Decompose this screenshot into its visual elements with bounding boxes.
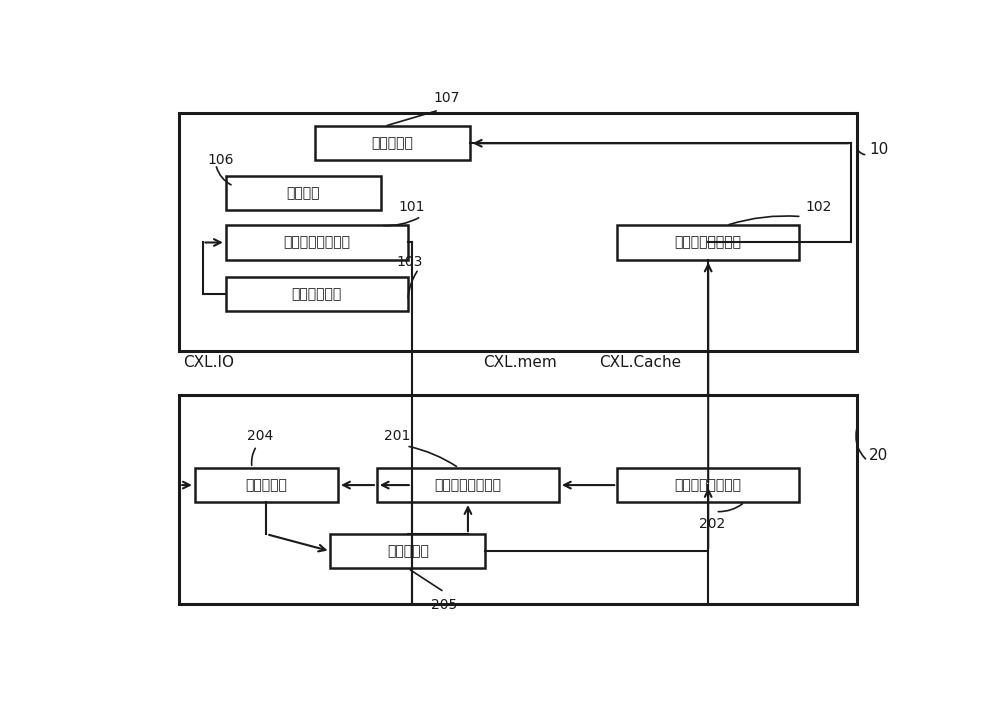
Text: 202: 202: [699, 517, 725, 531]
Text: 指令获取模块: 指令获取模块: [292, 287, 342, 301]
Bar: [617, 226, 799, 260]
Bar: [226, 276, 408, 311]
Text: 205: 205: [431, 598, 457, 611]
Text: 101: 101: [398, 200, 425, 214]
Text: 第二数据共享内存: 第二数据共享内存: [675, 478, 742, 492]
Text: CXL.Cache: CXL.Cache: [599, 355, 681, 370]
Text: 第一处理器: 第一处理器: [387, 544, 429, 558]
Bar: [617, 468, 799, 502]
Text: 固有内存: 固有内存: [287, 186, 320, 200]
Text: 10: 10: [869, 142, 888, 157]
Bar: [195, 468, 338, 502]
Bar: [315, 126, 470, 160]
Bar: [179, 113, 857, 351]
Text: 第一数据共享内存: 第一数据共享内存: [675, 236, 742, 249]
Text: CXL.mem: CXL.mem: [483, 355, 557, 370]
Text: 第二指令共享内存: 第二指令共享内存: [434, 478, 501, 492]
Text: 201: 201: [384, 429, 410, 443]
Bar: [226, 176, 381, 210]
Bar: [377, 468, 559, 502]
Bar: [330, 534, 485, 569]
Bar: [226, 226, 408, 260]
Text: 20: 20: [869, 448, 888, 463]
Text: 107: 107: [433, 91, 460, 105]
Bar: [179, 395, 857, 604]
Text: 106: 106: [208, 153, 234, 167]
Text: 102: 102: [805, 200, 832, 214]
Text: 第二处理器: 第二处理器: [371, 136, 413, 150]
Text: 204: 204: [248, 429, 274, 443]
Text: CXL.IO: CXL.IO: [183, 355, 234, 370]
Text: 103: 103: [396, 255, 423, 269]
Text: 第一指令共享内存: 第一指令共享内存: [283, 236, 350, 249]
Text: 指令解释器: 指令解释器: [246, 478, 287, 492]
